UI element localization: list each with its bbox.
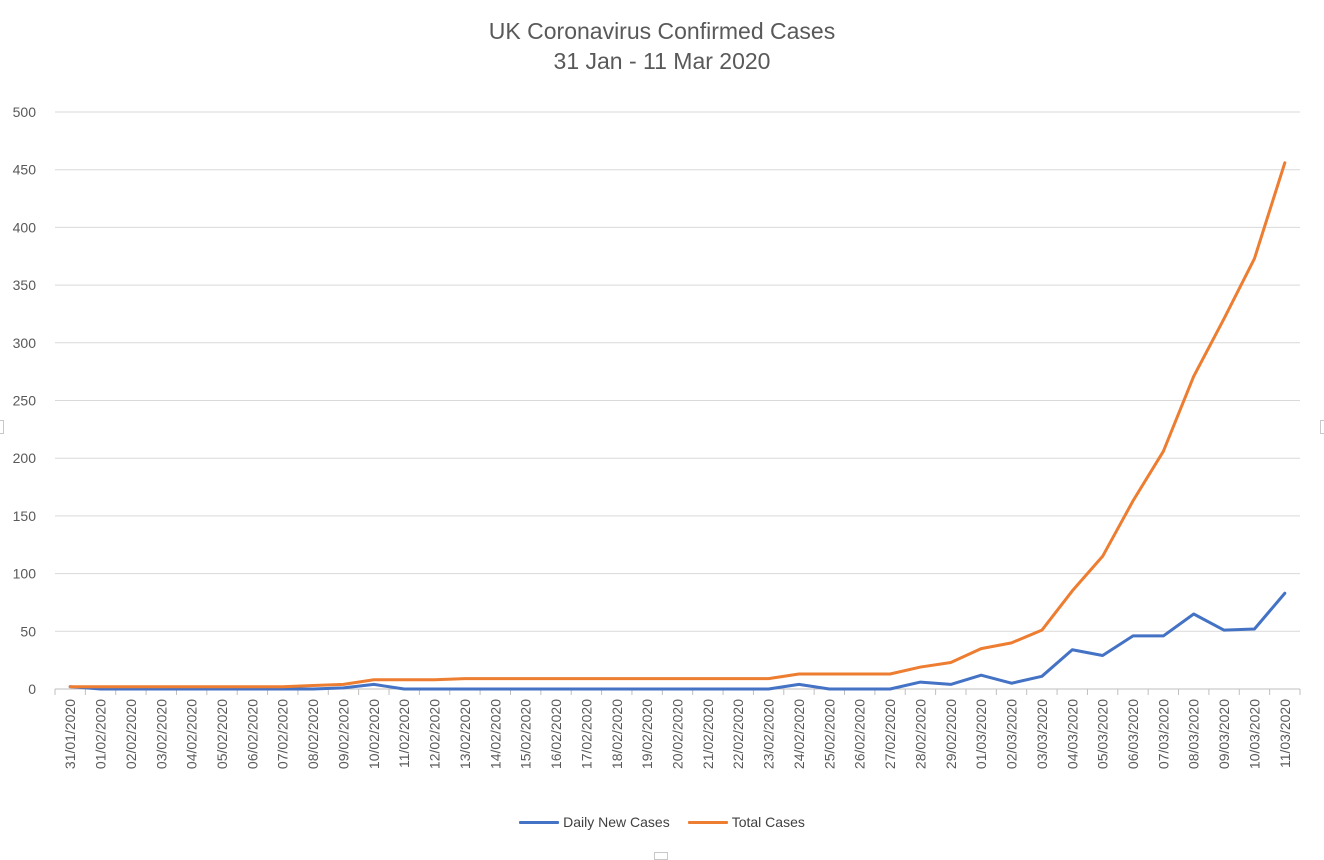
legend-item-daily: Daily New Cases xyxy=(519,814,670,830)
x-tick-label: 07/02/2020 xyxy=(275,699,291,769)
resize-handle-left[interactable] xyxy=(0,420,4,434)
series-line-daily-new-cases xyxy=(68,591,1287,691)
x-tick-label: 22/02/2020 xyxy=(730,699,746,769)
x-tick-label: 05/03/2020 xyxy=(1095,699,1111,769)
x-tick-label: 31/01/2020 xyxy=(62,699,78,769)
y-tick-label-250: 250 xyxy=(13,393,37,409)
x-tick-label: 08/03/2020 xyxy=(1186,699,1202,769)
x-tick-label: 18/02/2020 xyxy=(609,699,625,769)
x-tick-label: 27/02/2020 xyxy=(882,699,898,769)
chart-title: UK Coronavirus Confirmed Cases xyxy=(488,18,836,44)
y-tick-label-400: 400 xyxy=(13,219,37,235)
series-line-total-cases xyxy=(68,161,1287,689)
x-tick-label: 10/02/2020 xyxy=(366,699,382,769)
x-tick-label: 20/02/2020 xyxy=(670,699,686,769)
x-tick-label: 06/02/2020 xyxy=(244,699,260,769)
x-tick-label: 03/02/2020 xyxy=(153,699,169,769)
x-tick-label: 29/02/2020 xyxy=(943,699,959,769)
y-tick-label-0: 0 xyxy=(28,681,36,697)
x-tick-label: 09/03/2020 xyxy=(1216,699,1232,769)
x-tick-label: 01/02/2020 xyxy=(93,699,109,769)
y-tick-label-300: 300 xyxy=(13,335,37,351)
x-tick-label: 24/02/2020 xyxy=(791,699,807,769)
x-tick-label: 11/03/2020 xyxy=(1277,699,1293,768)
x-tick-label: 08/02/2020 xyxy=(305,699,321,769)
y-tick-label-100: 100 xyxy=(13,566,37,582)
x-tick-label: 26/02/2020 xyxy=(852,699,868,769)
x-tick-label: 19/02/2020 xyxy=(639,699,655,769)
resize-handle-right[interactable] xyxy=(1320,420,1324,434)
y-tick-label-450: 450 xyxy=(13,162,37,178)
x-tick-label: 02/02/2020 xyxy=(123,699,139,769)
x-tick-label: 03/03/2020 xyxy=(1034,699,1050,769)
x-tick-label: 01/03/2020 xyxy=(973,699,989,769)
legend-label-total: Total Cases xyxy=(731,814,805,830)
x-tick-label: 02/03/2020 xyxy=(1004,699,1020,769)
x-tick-label: 28/02/2020 xyxy=(912,699,928,769)
y-tick-label-350: 350 xyxy=(13,277,37,293)
x-tick-label: 09/02/2020 xyxy=(335,699,351,769)
x-tick-label: 06/03/2020 xyxy=(1125,699,1141,769)
x-tick-label: 12/02/2020 xyxy=(427,699,443,769)
x-tick-label: 05/02/2020 xyxy=(214,699,230,769)
legend-label-daily: Daily New Cases xyxy=(563,814,670,830)
x-tick-label: 14/02/2020 xyxy=(487,699,503,769)
x-tick-label: 25/02/2020 xyxy=(821,699,837,769)
y-tick-label-500: 500 xyxy=(13,104,37,120)
x-tick-label: 16/02/2020 xyxy=(548,699,564,769)
chart-title-block: UK Coronavirus Confirmed Cases 31 Jan - … xyxy=(0,16,1324,76)
chart-subtitle: 31 Jan - 11 Mar 2020 xyxy=(553,48,771,74)
x-tick-label: 21/02/2020 xyxy=(700,699,716,769)
y-tick-label-150: 150 xyxy=(13,508,37,524)
x-tick-label: 10/03/2020 xyxy=(1246,699,1262,769)
x-tick-label: 11/02/2020 xyxy=(396,699,412,768)
x-tick-label: 07/03/2020 xyxy=(1155,699,1171,769)
x-tick-label: 15/02/2020 xyxy=(518,699,534,769)
x-tick-label: 13/02/2020 xyxy=(457,699,473,769)
legend-item-total: Total Cases xyxy=(687,814,805,830)
x-tick-label: 17/02/2020 xyxy=(578,699,594,769)
y-tick-label-200: 200 xyxy=(13,450,37,466)
legend-swatch-daily xyxy=(519,820,560,824)
resize-handle-bottom[interactable] xyxy=(654,852,668,860)
legend: Daily New Cases Total Cases xyxy=(0,814,1324,830)
y-tick-label-50: 50 xyxy=(20,623,36,639)
x-tick-label: 23/02/2020 xyxy=(761,699,777,769)
x-tick-label: 04/03/2020 xyxy=(1064,699,1080,769)
x-tick-label: 04/02/2020 xyxy=(184,699,200,769)
legend-swatch-total xyxy=(687,820,728,824)
